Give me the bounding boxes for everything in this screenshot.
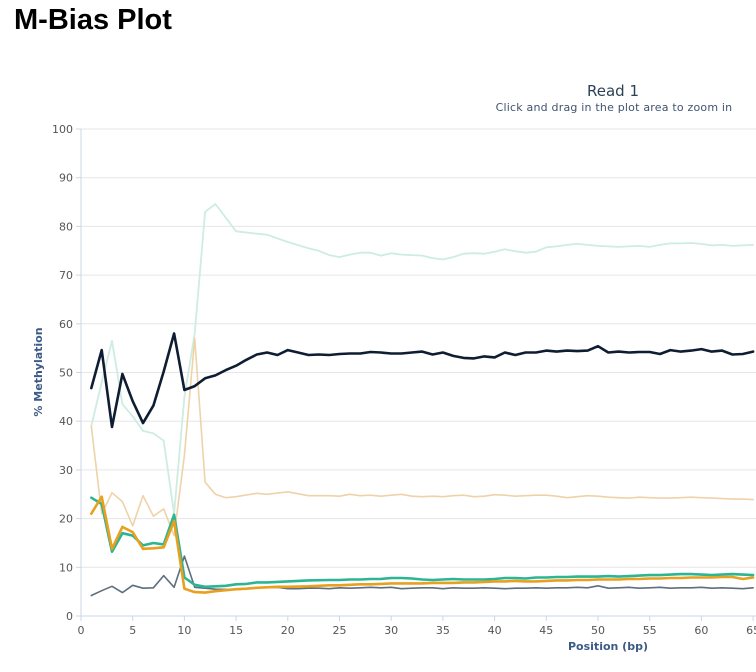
x-tick-label: 20	[281, 624, 295, 637]
series-line-2[interactable]	[90, 337, 754, 537]
y-tick-label: 30	[59, 464, 73, 477]
page-title: M-Bias Plot	[14, 4, 172, 36]
tick-labels: 0 10 20 30 40 50 60 70 80 90 100 0 5 10 15 20 25 30 35 40 45…	[52, 123, 756, 637]
series-line-5[interactable]	[90, 495, 755, 594]
x-tick-label: 60	[694, 624, 708, 637]
y-tick-label: 0	[66, 610, 73, 623]
series-line-1[interactable]	[90, 203, 754, 515]
series-line-6[interactable]	[90, 332, 755, 429]
x-tick-label: 15	[229, 624, 243, 637]
x-tick-label: 65	[746, 624, 756, 637]
x-tick-label: 5	[129, 624, 136, 637]
axes	[76, 128, 756, 621]
x-tick-label: 40	[488, 624, 502, 637]
x-tick-label: 0	[78, 624, 85, 637]
plot-area[interactable]	[90, 203, 755, 597]
chart-subtitle: Click and drag in the plot area to zoom …	[496, 101, 733, 114]
x-tick-label: 35	[436, 624, 450, 637]
y-tick-label: 20	[59, 513, 73, 526]
y-tick-label: 90	[59, 172, 73, 185]
series-line-3[interactable]	[90, 555, 754, 597]
x-tick-label: 10	[177, 624, 191, 637]
chart-title: Read 1	[587, 82, 639, 100]
y-tick-label: 50	[59, 367, 73, 380]
y-tick-label: 60	[59, 318, 73, 331]
y-tick-label: 80	[59, 220, 73, 233]
y-tick-label: 100	[52, 123, 73, 136]
y-tick-label: 70	[59, 269, 73, 282]
x-tick-label: 45	[539, 624, 553, 637]
x-axis-label: Position (bp)	[568, 640, 648, 653]
y-tick-label: 10	[59, 561, 73, 574]
x-tick-label: 25	[333, 624, 347, 637]
x-tick-label: 50	[591, 624, 605, 637]
grid	[81, 128, 756, 568]
x-tick-label: 30	[384, 624, 398, 637]
y-tick-label: 40	[59, 415, 73, 428]
series-line-4[interactable]	[90, 496, 755, 589]
y-axis-label: % Methylation	[32, 327, 45, 416]
x-tick-label: 55	[643, 624, 657, 637]
